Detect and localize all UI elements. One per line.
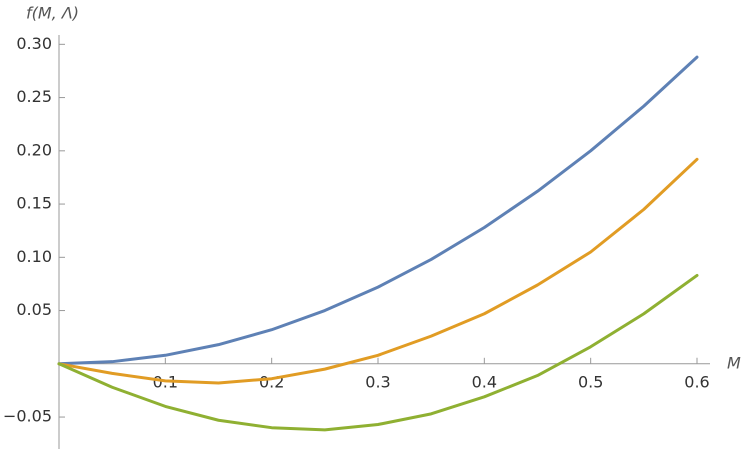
y-axis-title: f(M, Λ) [26,4,79,23]
y-tick-label: 0.10 [16,247,52,266]
series-line [57,157,699,385]
series-line [57,55,699,366]
x-tick-label: 0.6 [684,372,709,391]
y-tick-label: 0.25 [16,87,52,106]
y-tick-label: 0.05 [16,300,52,319]
y-tick-label: 0.20 [16,140,52,159]
y-tick-label: 0.30 [16,34,52,53]
x-tick-label: 0.5 [578,372,603,391]
x-tick-label: 0.3 [365,372,390,391]
x-tick-label: 0.4 [472,372,497,391]
x-tick-label: 0.2 [259,372,284,391]
series-line [57,273,699,432]
y-tick-label: 0.15 [16,194,52,213]
x-axis-title: M [727,354,741,373]
y-tick-label: −0.05 [3,407,52,426]
